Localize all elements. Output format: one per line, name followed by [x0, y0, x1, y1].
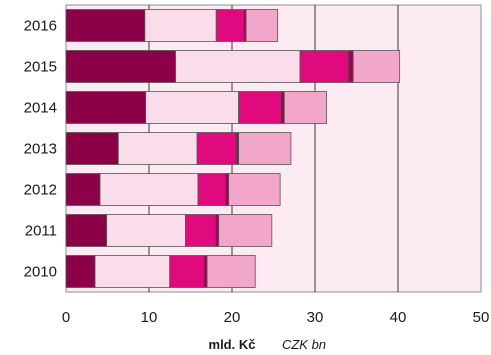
- bar-segment-2015-1: [65, 50, 176, 83]
- y-tick-label: 2011: [25, 223, 57, 240]
- y-tick-label: 2010: [24, 264, 57, 281]
- bar-segment-2016-3: [215, 9, 245, 42]
- bar-segment-2012-5: [228, 173, 281, 206]
- x-tick-label: 40: [390, 309, 407, 326]
- y-tick-label: 2012: [24, 182, 57, 199]
- x-axis-label-secondary: CZK bn: [282, 337, 326, 352]
- bar-segment-2010-5: [206, 255, 256, 288]
- bar-segment-2011-5: [218, 214, 273, 247]
- bar-segment-2011-4: [214, 214, 220, 247]
- bar-segment-2013-3: [196, 132, 237, 165]
- bar-segment-2014-4: [280, 91, 285, 124]
- bar-segment-2011-3: [185, 214, 216, 247]
- x-tick-label: 20: [224, 309, 241, 326]
- bar-segment-2016-2: [144, 9, 217, 42]
- x-tick-label: 30: [307, 309, 324, 326]
- x-tick-label: 50: [473, 309, 490, 326]
- bar-segment-2016-5: [245, 9, 279, 42]
- y-tick-labels: 2016 2015 2014 2013 2012 2011 2010: [24, 18, 57, 281]
- bar-segment-2015-3: [299, 50, 349, 83]
- y-tick-label: 2013: [24, 141, 57, 158]
- y-tick-label: 2016: [24, 18, 57, 35]
- bar-segment-2012-4: [224, 173, 230, 206]
- bar-segment-2013-5: [238, 132, 292, 165]
- bar-segment-2010-2: [94, 255, 171, 288]
- bar-segment-2014-2: [145, 91, 240, 124]
- bar-segment-2011-2: [106, 214, 186, 247]
- bar-segment-2013-1: [65, 132, 119, 165]
- bar-segment-2010-1: [65, 255, 96, 288]
- bar-segment-2014-1: [65, 91, 147, 124]
- bar-segment-2012-2: [99, 173, 199, 206]
- y-tick-label: 2015: [24, 59, 57, 76]
- bar-segment-2010-3: [169, 255, 205, 288]
- x-tick-label: 0: [62, 309, 70, 326]
- x-tick-label: 10: [141, 309, 158, 326]
- bar-segment-2013-2: [117, 132, 198, 165]
- bars: [65, 9, 401, 288]
- bar-segment-2015-5: [352, 50, 401, 83]
- bar-segment-2010-4: [203, 255, 208, 288]
- bar-segment-2012-1: [65, 173, 101, 206]
- x-axis-label: mld. Kč: [209, 337, 256, 352]
- x-tick-labels: 0 10 20 30 40 50: [62, 309, 490, 326]
- bar-segment-2012-3: [197, 173, 226, 206]
- bar-segment-2014-3: [238, 91, 282, 124]
- bar-segment-2016-1: [65, 9, 146, 42]
- y-tick-label: 2014: [24, 100, 57, 117]
- bar-segment-2011-1: [65, 214, 108, 247]
- bar-segment-2015-4: [347, 50, 354, 83]
- bar-segment-2014-5: [283, 91, 328, 124]
- bar-segment-2015-2: [175, 50, 301, 83]
